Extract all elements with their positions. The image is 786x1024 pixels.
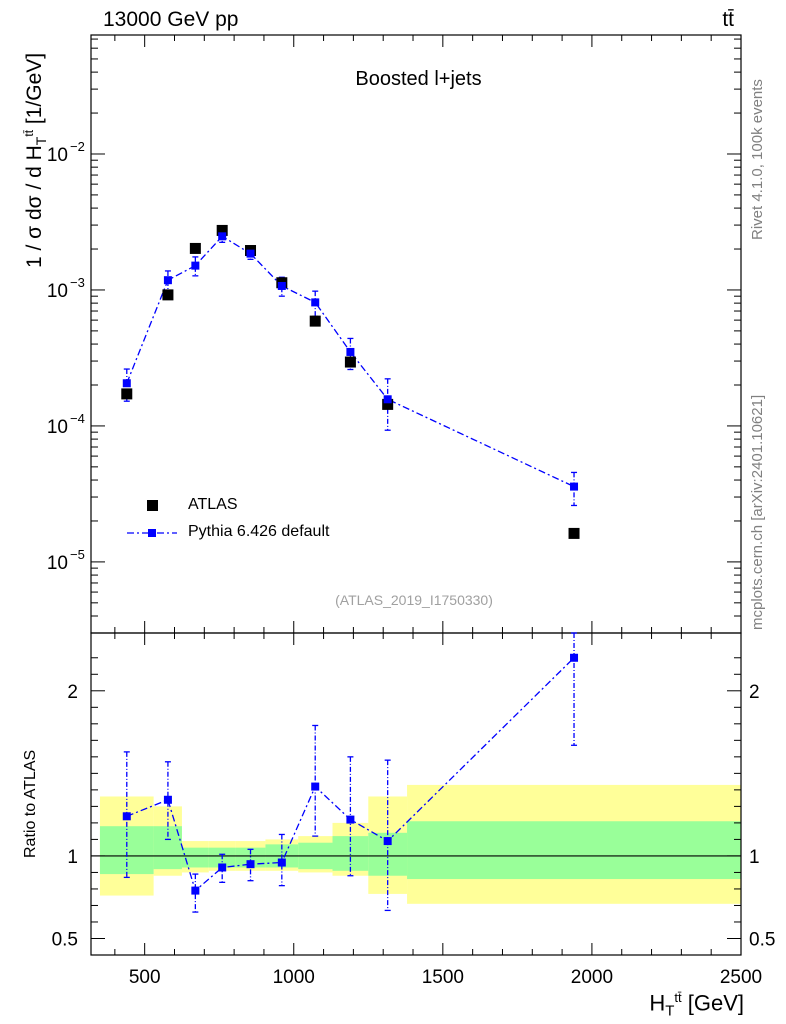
y-tick-exponent: −2 (70, 139, 85, 154)
ratio-tick-label-right: 0.5 (749, 929, 775, 950)
x-tick-label: 500 (129, 967, 161, 988)
y-tick-label: 10 (47, 417, 68, 438)
legend-marker-pythia (148, 529, 156, 537)
atlas-data-point (189, 242, 201, 254)
uncertainty-band-inner (235, 847, 266, 868)
x-tick-label: 1000 (273, 967, 315, 988)
y-axis-label: 1 / σ dσ / d HTtt̄ [1/GeV] (22, 52, 50, 268)
ratio-tick-label-left: 0.5 (52, 929, 78, 950)
process-label: 13000 GeV pp (103, 8, 239, 31)
mc-data-point (122, 379, 131, 388)
ratio-series-line (126, 657, 575, 892)
ratio-tick-label-left: 1 (67, 847, 78, 868)
mc-data-point (383, 395, 392, 404)
y-tick-label: 10 (47, 281, 68, 302)
ratio-point (218, 863, 227, 872)
uncertainty-band-inner (181, 847, 209, 868)
y-tick-label: 10 (47, 553, 68, 574)
ratio-point (383, 837, 392, 846)
ratio-point (122, 812, 131, 821)
y-tick-label: 10 (47, 145, 68, 166)
atlas-data-point (216, 224, 228, 236)
ratio-point (311, 782, 320, 791)
y-tick-exponent: −4 (70, 411, 85, 426)
atlas-data-point (309, 315, 321, 327)
atlas-data-point (162, 289, 174, 301)
ratio-point (277, 858, 286, 867)
mc-data-point (246, 249, 255, 258)
mc-data-point (570, 482, 579, 491)
ratio-tick-label-right: 2 (749, 682, 760, 703)
plot-title: Boosted l+jets (355, 68, 482, 90)
mc-data-point (191, 261, 200, 270)
uncertainty-band-inner (407, 821, 741, 880)
uncertainty-band-inner (332, 836, 369, 871)
ratio-point (191, 886, 200, 895)
ratio-point (163, 795, 172, 804)
analysis-id-label: (ATLAS_2019_I1750330) (335, 592, 493, 608)
mc-series-line (126, 235, 575, 488)
atlas-data-point (382, 398, 394, 410)
y-tick-exponent: −5 (70, 547, 85, 562)
mc-data-point (346, 347, 355, 356)
mc-data-point (277, 281, 286, 290)
mc-data-point (311, 298, 320, 307)
ratio-tick-label-left: 2 (67, 682, 78, 703)
atlas-data-point (121, 388, 133, 400)
final-state-label: tt̄ (722, 8, 734, 31)
y-tick-exponent: −3 (70, 275, 85, 290)
x-axis-label: HTtt̄ [GeV] (649, 990, 744, 1020)
mc-data-point (163, 276, 172, 285)
ratio-point (346, 815, 355, 824)
mc-data-point (218, 232, 227, 241)
ratio-point (570, 653, 579, 662)
atlas-data-point (344, 356, 356, 368)
legend-label-atlas: ATLAS (188, 496, 238, 513)
x-tick-label: 2500 (720, 967, 762, 988)
legend-marker-atlas (147, 500, 158, 511)
main-plot-frame (90, 34, 742, 634)
ratio-point (246, 860, 255, 869)
legend-label-pythia: Pythia 6.426 default (188, 523, 330, 540)
ratio-plot-frame (90, 632, 742, 956)
atlas-data-point (568, 527, 580, 539)
ratio-tick-label-right: 1 (749, 847, 760, 868)
x-tick-label: 1500 (422, 967, 464, 988)
ratio-axis-label: Ratio to ATLAS (22, 749, 39, 858)
x-tick-label: 2000 (571, 967, 613, 988)
